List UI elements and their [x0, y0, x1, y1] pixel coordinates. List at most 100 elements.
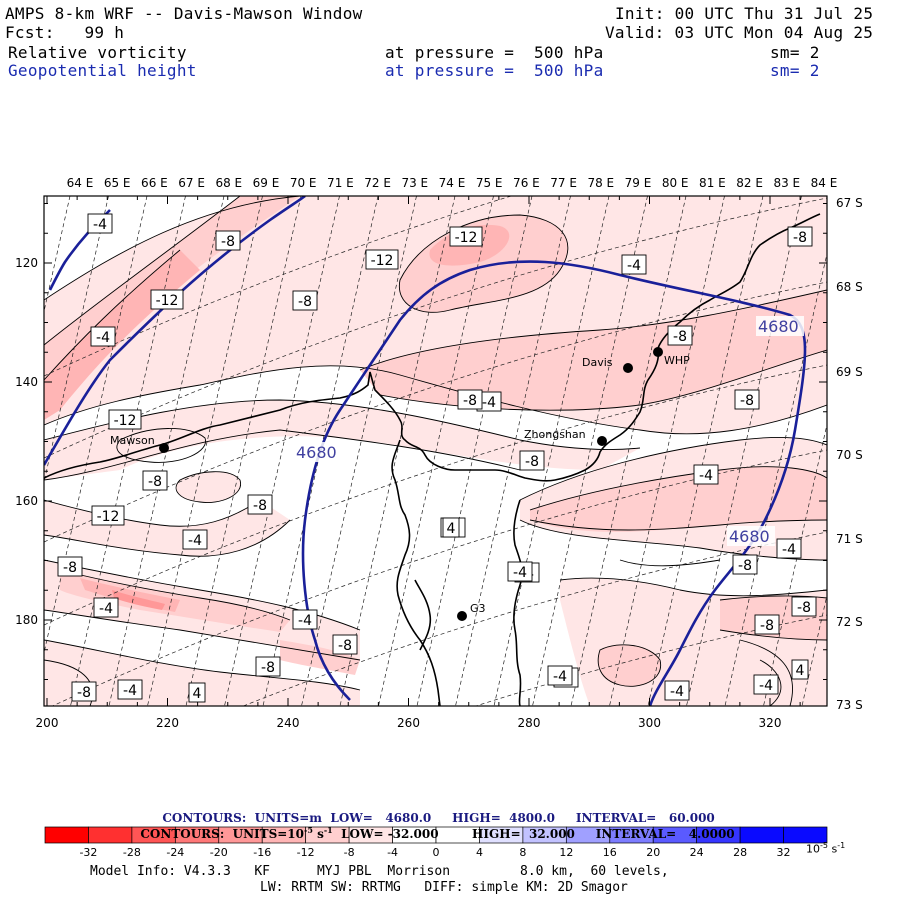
colorbar-tick-label: 32 — [776, 846, 791, 859]
height-label-left: 4680 — [296, 443, 337, 462]
longitude-label: 80 E — [661, 176, 689, 190]
vorticity-label-box — [519, 450, 545, 471]
y-tick-label: 120 — [15, 256, 38, 270]
colorbar-tick-label: 0 — [432, 846, 440, 859]
station-label-whp: WHP — [664, 354, 690, 367]
meridian-line — [416, 196, 533, 706]
contours-vort-units-tail-exp: -1 — [323, 825, 333, 835]
field1-name: Relative vorticity — [8, 43, 187, 62]
longitude-label: 68 E — [215, 176, 243, 190]
station-label-g3: G3 — [470, 602, 486, 615]
y-tick-label: 160 — [15, 494, 38, 508]
vorticity-label: -8 — [740, 393, 754, 409]
colorbar-unit: 10-5 s-1 — [806, 841, 845, 856]
vorticity-label: -4 — [699, 468, 713, 484]
x-tick-label: 260 — [397, 716, 420, 730]
colorbar-unit-tail-exp: -1 — [837, 841, 846, 850]
vorticity-label: -8 — [77, 685, 91, 701]
longitude-label: 70 E — [289, 176, 317, 190]
meridian-line — [44, 196, 71, 313]
vorticity-label: -4 — [782, 542, 796, 558]
footer-physics-info: LW: RRTM SW: RRTMG DIFF: simple KM: 2D S… — [260, 880, 628, 895]
longitude-label: 72 E — [364, 176, 391, 190]
vorticity-label: -8 — [797, 600, 811, 616]
colorbar-tick-label: 28 — [733, 846, 748, 859]
vorticity-label: -4 — [553, 669, 567, 685]
contours-vort-interval: INTERVAL= 4.0000 — [595, 827, 735, 841]
vorticity-label: -8 — [760, 618, 774, 634]
height-labels: 4680 4680 4680 — [294, 316, 804, 546]
vorticity-label-box — [142, 470, 168, 491]
contours-vort-high: HIGH= 32.000 — [472, 827, 575, 841]
vorticity-label: 4 — [193, 686, 202, 702]
meridian-line — [570, 196, 687, 706]
colorbar-tick-label: -24 — [166, 846, 185, 859]
meridian-line — [70, 196, 186, 706]
vorticity-label-box — [292, 290, 318, 311]
vorticity-label-box — [664, 680, 690, 701]
vorticity-label-box — [621, 254, 647, 275]
map-frame — [43, 195, 828, 707]
vorticity-label-box — [754, 614, 780, 635]
meridian-line — [532, 196, 648, 706]
vorticity-label: -4 — [627, 258, 641, 274]
colorbar-unit-tail: s — [827, 842, 838, 856]
init-time: Init: 00 UTC Thu 31 Jul 25 — [615, 4, 874, 23]
latitude-label: 72 S — [836, 615, 863, 629]
vorticity-label: -4 — [123, 683, 137, 699]
contours-height-label: CONTOURS: — [162, 811, 247, 825]
longitude-label: 73 E — [401, 176, 429, 190]
vorticity-label-box — [776, 538, 802, 559]
longitude-label: 65 E — [103, 176, 131, 190]
vorticity-label: -12 — [455, 230, 478, 246]
colorbar-swatch — [44, 826, 89, 844]
parallel-line — [44, 197, 827, 459]
parallel-line — [44, 196, 513, 377]
longitude-label: 81 E — [699, 176, 726, 190]
vorticity-label: -8 — [261, 660, 275, 676]
contours-height-interval: INTERVAL= 60.000 — [575, 811, 715, 825]
parallel-line — [44, 281, 827, 543]
station-label-mawson: Mawson — [110, 434, 155, 447]
map-field-layer: Mawson Davis WHP Zhongshan G3 4680 4680 … — [44, 196, 827, 706]
vorticity-label: -8 — [63, 560, 77, 576]
vorticity-label: -12 — [371, 253, 394, 269]
vorticity-label-box — [787, 226, 813, 247]
vorticity-label: -4 — [298, 613, 312, 629]
colorbar-tick-label: 8 — [519, 846, 527, 859]
y-tick-label: 180 — [15, 613, 38, 627]
vorticity-label-box — [108, 409, 142, 430]
longitude-label: 66 E — [141, 176, 168, 190]
colorbar-tick-label: 24 — [689, 846, 704, 859]
vorticity-label-box — [732, 554, 758, 575]
meridian-line — [339, 196, 456, 706]
latitude-label: 68 S — [836, 280, 863, 294]
x-tick-label: 300 — [638, 716, 661, 730]
vorticity-label: -4 — [93, 217, 107, 233]
colorbar-tick-label: -8 — [343, 846, 355, 859]
vorticity-label-box — [215, 230, 241, 251]
longitude-label: 84 E — [810, 176, 838, 190]
vorticity-label-box — [117, 679, 143, 700]
contours-vort-low: LOW= -32.000 — [341, 827, 439, 841]
contours-vort-label: CONTOURS: — [140, 827, 225, 841]
colorbar-tick-label: -4 — [387, 846, 399, 859]
contours-vort-units: UNITS=10 — [232, 827, 305, 841]
vorticity-label: 4 — [447, 521, 456, 537]
contours-height-high: HIGH= 4800.0 — [452, 811, 556, 825]
vorticity-label-box — [457, 389, 483, 410]
colorbar-swatch — [88, 826, 133, 844]
colorbar-tick-label: 12 — [559, 846, 574, 859]
vorticity-label-box — [71, 681, 97, 702]
vorticity-label: -8 — [525, 454, 539, 470]
vorticity-label: -4 — [188, 533, 202, 549]
field2-pressure: at pressure = 500 hPa — [385, 61, 604, 80]
height-label-right-bottom: 4680 — [729, 527, 770, 546]
vorticity-label: -8 — [738, 558, 752, 574]
vorticity-label-box — [255, 656, 281, 677]
coastline — [44, 213, 821, 706]
height-label-right-top: 4680 — [758, 317, 799, 336]
colorbar-swatch — [739, 826, 784, 844]
contours-vort-caption: CONTOURS: UNITS=10-5 s-1 LOW= -32.000 HI… — [132, 811, 735, 841]
vorticity-label-box — [150, 289, 184, 310]
